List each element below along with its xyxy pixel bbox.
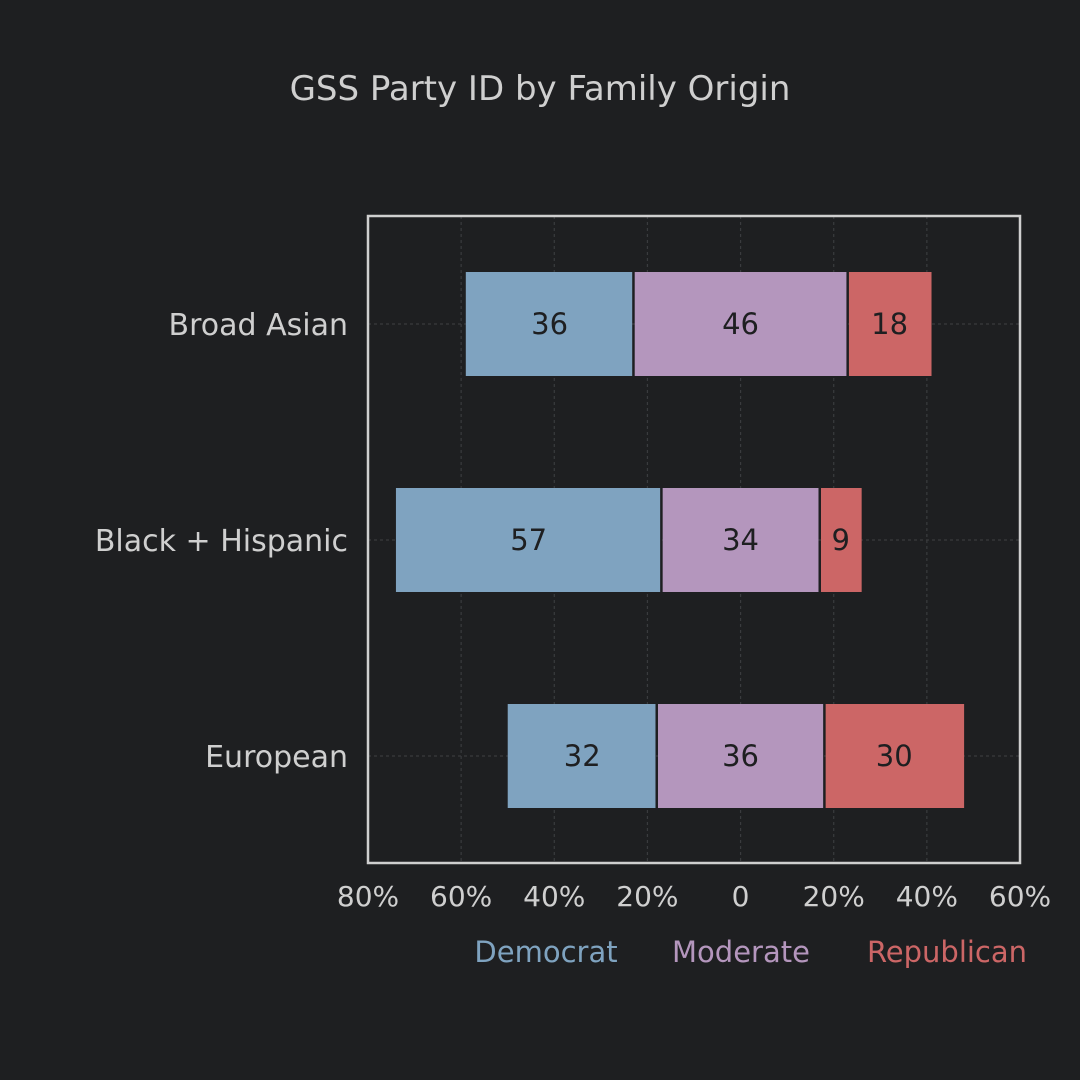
x-tick-labels: 80% 60% 40% 20% 0 20% 40% 60%: [337, 880, 1051, 913]
x-tick-label: 60%: [989, 880, 1051, 913]
bar-democrat: [465, 272, 633, 376]
bar-value-label: 32: [564, 739, 601, 773]
bar-value-label: 57: [510, 523, 547, 557]
bar-moderate: [657, 704, 824, 808]
x-tick-label: 0: [732, 880, 750, 913]
bar-value-label: 46: [722, 307, 759, 341]
x-tick-label: 20%: [616, 880, 678, 913]
bar-value-label: 36: [722, 739, 759, 773]
bar-republican: [848, 272, 932, 376]
bar-value-label: 36: [531, 307, 568, 341]
bar-value-label: 18: [871, 307, 908, 341]
x-tick-label: 40%: [896, 880, 958, 913]
x-tick-label: 60%: [430, 880, 492, 913]
bar-value-label: 30: [876, 739, 913, 773]
bar-moderate: [634, 272, 847, 376]
bars: 36 46 18 57 34 9 32 36 30: [395, 272, 965, 808]
plot-frame: [366, 214, 1022, 865]
category-labels: Broad Asian Black + Hispanic European: [95, 308, 348, 775]
category-label: European: [205, 740, 348, 775]
bar-democrat: [507, 704, 656, 808]
chart-title: GSS Party ID by Family Origin: [290, 69, 791, 109]
bar-republican: [820, 488, 862, 592]
legend-item-moderate: Moderate: [672, 935, 810, 969]
bar-moderate: [662, 488, 819, 592]
bar-value-label: 34: [722, 523, 759, 557]
category-label: Black + Hispanic: [95, 524, 348, 559]
bar-democrat: [395, 488, 661, 592]
bar-republican: [825, 704, 965, 808]
x-tick-label: 20%: [803, 880, 865, 913]
legend-item-democrat: Democrat: [474, 935, 617, 969]
x-tick-label: 40%: [523, 880, 585, 913]
legend: Democrat Moderate Republican: [474, 935, 1027, 969]
x-tick-label: 80%: [337, 880, 399, 913]
legend-item-republican: Republican: [867, 935, 1027, 969]
bar-value-label: 9: [831, 523, 849, 557]
category-label: Broad Asian: [169, 308, 348, 343]
